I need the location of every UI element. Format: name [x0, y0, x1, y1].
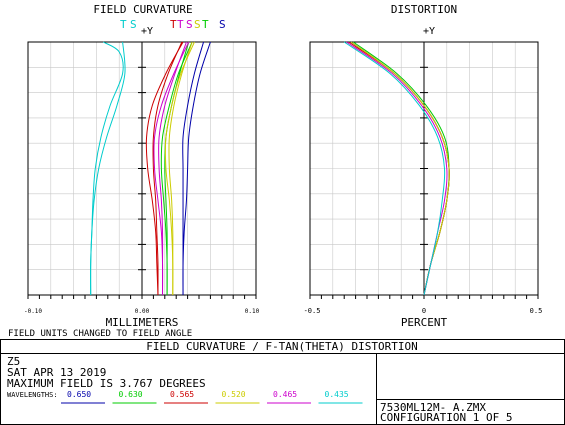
distortion-title: DISTORTION	[391, 3, 457, 16]
field-curvature-curve-sagittal-11	[90, 41, 126, 296]
field-curvature-axis-label: +Y	[141, 26, 153, 37]
field-curvature-legend-label: T	[170, 18, 177, 31]
distortion-tick-label-zero: 0	[422, 307, 426, 315]
maximum-field: MAXIMUM FIELD IS 3.767 DEGREES	[7, 377, 206, 390]
lens-file-name: 7530ML12M- A.ZMX	[380, 401, 486, 414]
field-curvature-curve-sagittal-3	[164, 41, 190, 295]
field-curvature-title: FIELD CURVATURE	[93, 3, 192, 16]
distortion-curves	[343, 41, 450, 296]
wavelengths-label: WAVELENGTHS:	[7, 391, 58, 399]
distortion-axis-label: +Y	[423, 26, 435, 37]
field-curvature-legend-label: S	[219, 18, 226, 31]
field-curvature-legend-label: S	[186, 18, 193, 31]
wavelength-label: 0.630	[119, 390, 143, 399]
field-curvature-curve-sagittal-9	[158, 41, 187, 295]
analysis-date: SAT APR 13 2019	[7, 366, 106, 379]
analysis-banner: FIELD CURVATURE / F-TAN(THETA) DISTORTIO…	[146, 340, 418, 353]
field-curvature-legend-label: T	[177, 18, 184, 31]
field-curvature-legend-label: S	[194, 18, 201, 31]
distortion-plot: DISTORTION +Y -0.5 0 0.5 PERCENT	[304, 3, 543, 329]
distortion-tick-label-max: 0.5	[530, 307, 543, 315]
distortion-tick-label-min: -0.5	[304, 307, 321, 315]
wavelength-label: 0.465	[273, 390, 297, 399]
field-curvature-tick-label-max: 0.10	[245, 308, 260, 315]
field-curvature-legend-label: T	[120, 18, 127, 31]
field-curvature-curve-sagittal-1	[182, 41, 205, 295]
distortion-axis-ticks	[309, 66, 539, 299]
field-units-note: FIELD UNITS CHANGED TO FIELD ANGLE	[8, 329, 192, 339]
lens-zone: Z5	[7, 355, 20, 368]
field-curvature-tick-label-zero: 0.00	[135, 308, 150, 315]
field-curvature-axis-ticks	[27, 66, 257, 299]
wavelength-label: 0.650	[67, 390, 91, 399]
field-curvature-tick-label-min: -0.10	[24, 308, 42, 315]
field-curvature-curve-sagittal-7	[168, 41, 193, 296]
field-curvature-curve-tangential-4	[145, 41, 184, 296]
field-curvature-legend-label: S	[130, 18, 137, 31]
distortion-curve-5	[343, 41, 446, 296]
field-curvature-x-label: MILLIMETERS	[106, 316, 179, 329]
field-curvature-curves	[90, 41, 211, 296]
configuration-label: CONFIGURATION 1 OF 5	[380, 411, 512, 424]
wavelength-label: 0.565	[170, 390, 194, 399]
wavelength-label: 0.435	[325, 390, 349, 399]
field-curvature-legend-label: T	[202, 18, 209, 31]
field-curvature-curve-sagittal-5	[152, 41, 183, 296]
info-block: FIELD CURVATURE / F-TAN(THETA) DISTORTIO…	[0, 339, 565, 425]
wavelength-legend: 0.650 0.630 0.565 0.520 0.465 0.435	[61, 390, 363, 404]
wavelength-label: 0.520	[222, 390, 246, 399]
distortion-x-label: PERCENT	[401, 316, 448, 329]
